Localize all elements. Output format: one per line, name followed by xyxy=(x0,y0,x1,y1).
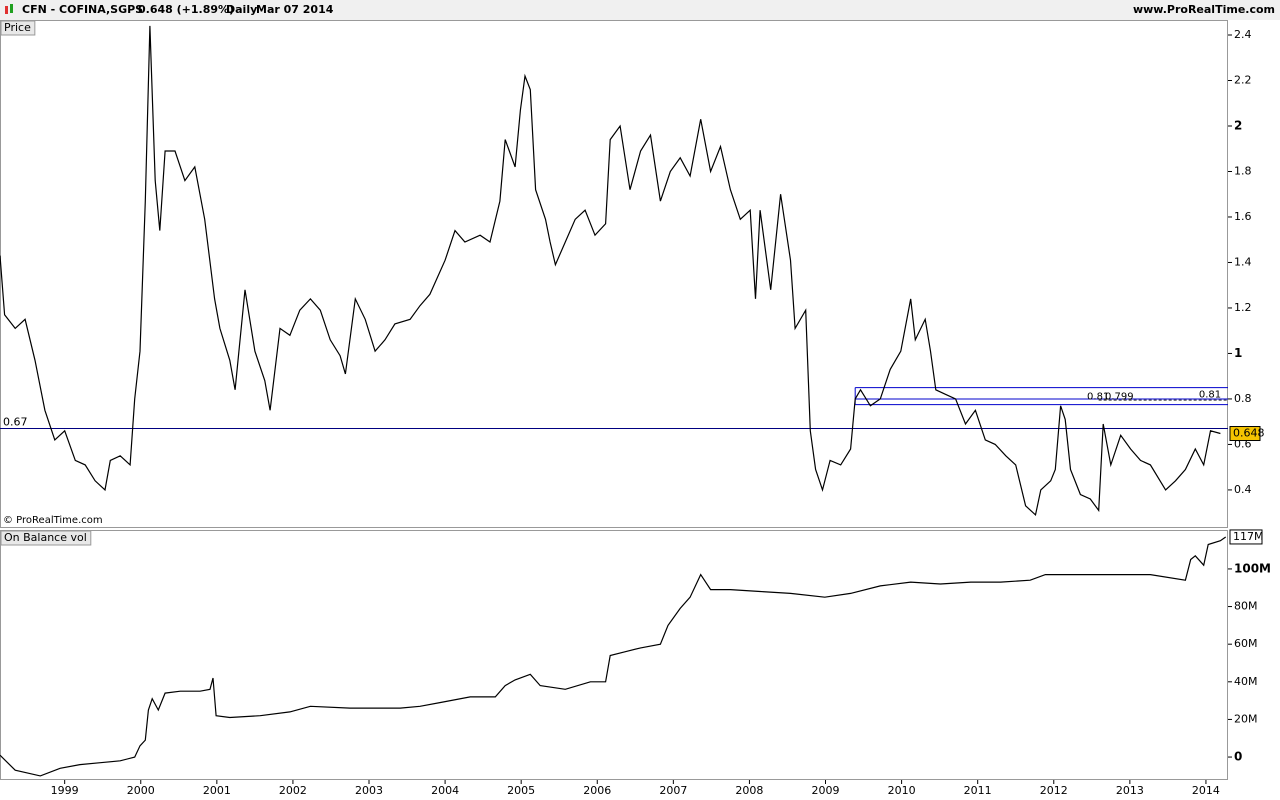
y-tick-label: 2.4 xyxy=(1234,28,1252,41)
header-bar xyxy=(0,0,1280,20)
x-tick-label: 2012 xyxy=(1040,784,1068,797)
panel-label: On Balance vol xyxy=(4,531,87,544)
symbol: CFN - COFINA,SGPS xyxy=(22,3,143,16)
y-tick-label: 1 xyxy=(1234,346,1242,360)
x-tick-label: 2002 xyxy=(279,784,307,797)
y-tick-label: 0.8 xyxy=(1234,392,1252,405)
y-tick-label: 1.4 xyxy=(1234,255,1252,268)
y-tick-label: 1.6 xyxy=(1234,210,1252,223)
x-tick-label: 2007 xyxy=(659,784,687,797)
y-tick-label: 0.4 xyxy=(1234,483,1252,496)
x-tick-label: 2009 xyxy=(812,784,840,797)
level-label: 0.799 xyxy=(1105,392,1134,403)
y-tick-label: 1.2 xyxy=(1234,301,1252,314)
obv-frame xyxy=(0,530,1228,780)
site: www.ProRealTime.com xyxy=(1133,3,1275,16)
x-tick-label: 2000 xyxy=(127,784,155,797)
x-tick-label: 2008 xyxy=(735,784,763,797)
period: Daily xyxy=(226,3,257,16)
x-tick-label: 2003 xyxy=(355,784,383,797)
x-tick-label: 2010 xyxy=(888,784,916,797)
y-tick-label: 0 xyxy=(1234,750,1242,764)
price-line xyxy=(0,25,1221,517)
price-line xyxy=(0,536,1227,777)
y-tick-label: 40M xyxy=(1234,675,1258,688)
x-tick-label: 2013 xyxy=(1116,784,1144,797)
date: Mar 07 2014 xyxy=(256,3,334,16)
x-tick-label: 2014 xyxy=(1192,784,1220,797)
x-tick-label: 2011 xyxy=(964,784,992,797)
price-frame xyxy=(0,20,1228,528)
last-value-box xyxy=(1229,529,1263,545)
last-value-label: 117M xyxy=(1233,530,1264,543)
horizontal-line-label: 0.67 xyxy=(3,416,28,429)
x-tick-label: 2006 xyxy=(583,784,611,797)
panel-label: Price xyxy=(4,21,31,34)
x-tick-label: 2005 xyxy=(507,784,535,797)
y-tick-label: 2 xyxy=(1234,118,1242,132)
x-tick-label: 2001 xyxy=(203,784,231,797)
level-label: 0.81 xyxy=(1087,392,1109,403)
panel-label-box xyxy=(0,20,36,36)
y-tick-label: 60M xyxy=(1234,637,1258,650)
y-tick-label: 1.8 xyxy=(1234,164,1252,177)
panel-label-box xyxy=(0,530,92,546)
y-tick-label: 2.2 xyxy=(1234,74,1252,87)
level-label: 0.81 xyxy=(1199,389,1221,400)
x-tick-label: 2004 xyxy=(431,784,459,797)
quote: 0.648 (+1.89%) xyxy=(138,3,234,16)
y-tick-label: 20M xyxy=(1234,712,1258,725)
x-tick-label: 1999 xyxy=(51,784,79,797)
y-tick-label: 80M xyxy=(1234,600,1258,613)
y-tick-label: 100M xyxy=(1234,561,1271,575)
candle-icon xyxy=(5,4,13,14)
watermark: © ProRealTime.com xyxy=(3,515,103,526)
last-value-box xyxy=(1229,426,1261,442)
last-value-label: 0.648 xyxy=(1233,427,1265,440)
